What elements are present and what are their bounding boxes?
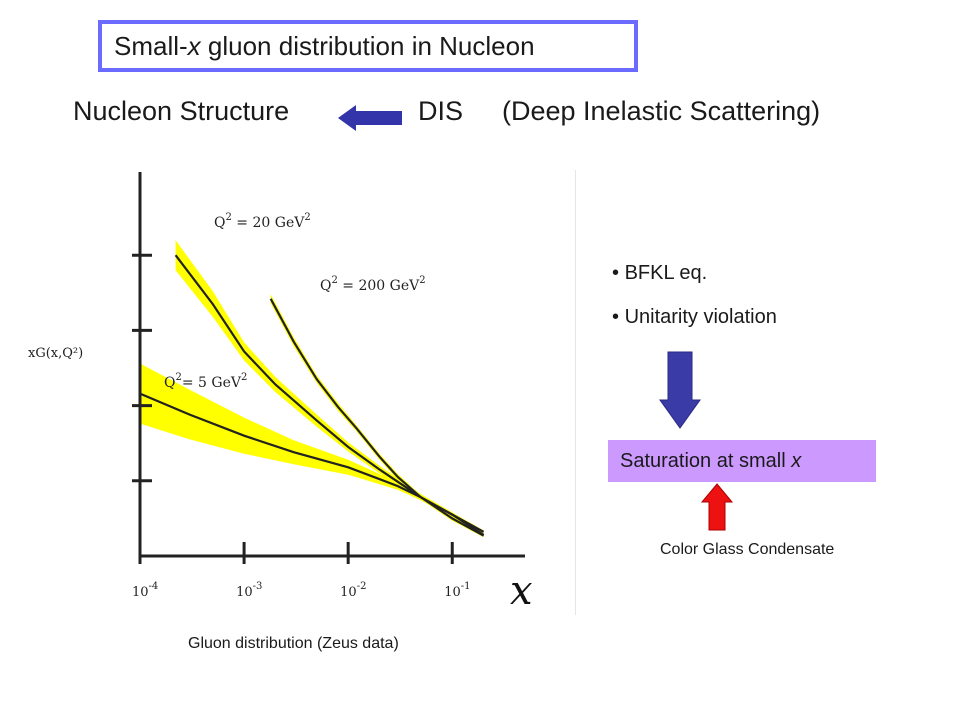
x-tick-label-2: 10-2 [340,581,366,600]
dis-expansion: (Deep Inelastic Scattering) [502,96,821,126]
arrow-left-shape [338,105,402,131]
y-axis-label: xG(x,Q²) [28,346,83,361]
bullet-unitarity: • Unitarity violation [612,306,777,328]
series-band-1 [270,294,484,538]
series-line-2 [139,392,485,533]
gluon-distribution-chart: 10-4 10-3 10-2 10-1 x xG(x,Q²) Q2 = 20 GeV2 Q2… [28,172,533,614]
dis-label: DIS [418,96,464,126]
bullet-bfkl-text: BFKL eq. [624,262,708,284]
arrow-down-shape [659,351,701,429]
chart-labels: x xG(x,Q²) Q2 = 20 GeV2 Q2 = 200 GeV2 Q2= 5 … [28,212,533,614]
bullet-unitarity-text: Unitarity violation [624,306,777,328]
color-glass-condensate-label: Color Glass Condensate [660,541,835,558]
x-tick-label-1: 10-3 [236,581,262,600]
series-line-1 [269,298,485,537]
title-prefix: Small- [114,30,188,61]
arrow-up-shape [700,483,734,531]
bullet-bfkl: • BFKL eq. [612,262,708,284]
series-label-0: Q2 = 20 GeV2 [214,212,311,231]
column-divider [575,170,576,615]
series-label-2: Q2= 5 GeV2 [164,372,247,391]
x-tick-label-3: 10-1 [444,581,470,600]
chart-bands [140,240,484,538]
saturation-x-var: x [791,449,802,472]
saturation-text: Saturation at small [620,449,792,472]
title-x-var: x [187,30,201,61]
nucleon-structure-label: Nucleon Structure [73,96,290,126]
saturation-box: Saturation at small x [608,440,876,482]
arrow-left-icon [338,105,402,131]
arrow-up-icon [700,483,734,531]
title-suffix: gluon distribution in Nucleon [200,30,535,61]
arrow-down-icon [659,351,701,429]
series-label-1: Q2 = 200 GeV2 [320,275,426,294]
x-axis-label: x [510,568,533,614]
series-band-2 [140,363,484,534]
slide-title: Small-x gluon distribution in Nucleon [98,20,638,72]
chart-axes: 10-4 10-3 10-2 10-1 [132,172,525,600]
chart-curves [139,254,485,537]
x-tick-label-0: 10-4 [132,581,158,600]
chart-caption: Gluon distribution (Zeus data) [188,635,399,652]
